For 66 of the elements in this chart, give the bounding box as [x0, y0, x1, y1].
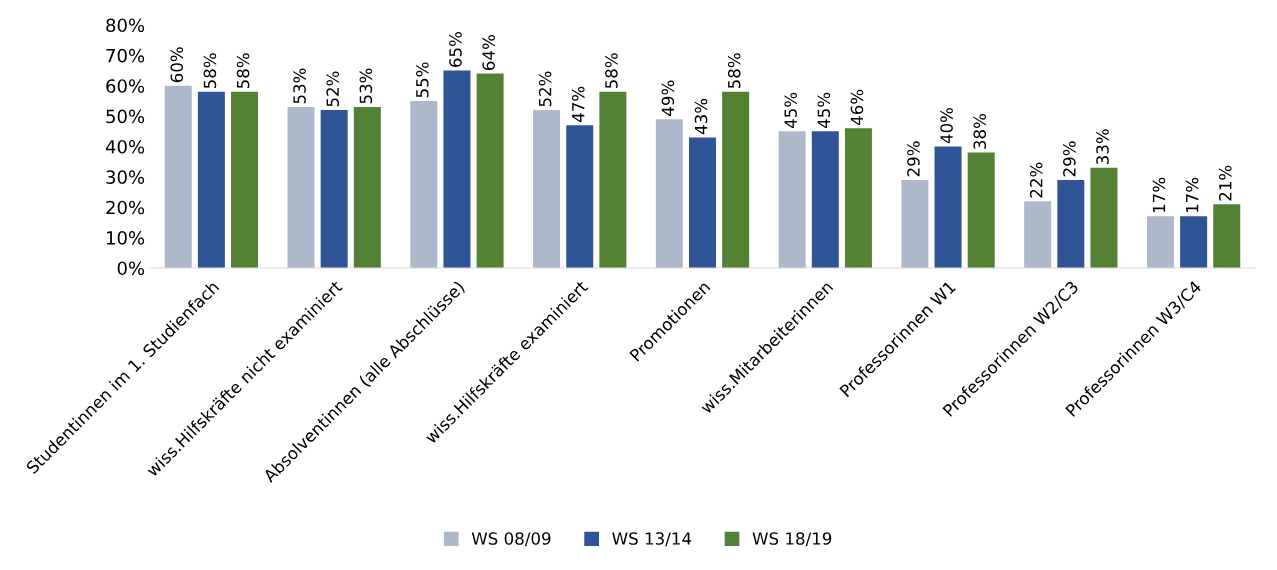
- data-label: 52%: [538, 71, 552, 107]
- bar: [197, 91, 225, 268]
- bar: [901, 179, 929, 268]
- bar: [778, 131, 806, 268]
- bar: [967, 152, 995, 268]
- y-tick-label: 30%: [106, 170, 145, 184]
- data-label: 53%: [293, 68, 306, 104]
- data-label: 22%: [1029, 162, 1043, 198]
- y-tick-label: 70%: [106, 48, 145, 63]
- bar: [476, 73, 504, 268]
- y-tick-label: 60%: [106, 79, 145, 93]
- bar: [1057, 179, 1085, 268]
- bar: [1024, 201, 1052, 268]
- bar: [1090, 167, 1118, 268]
- y-tick-label: 80%: [106, 18, 145, 33]
- data-label: 55%: [416, 62, 429, 98]
- data-label: 17%: [1152, 177, 1166, 213]
- data-label: 58%: [203, 53, 217, 89]
- y-tick-label: 50%: [106, 109, 145, 124]
- data-label: 45%: [817, 92, 831, 129]
- bar: [164, 85, 192, 268]
- y-tick-label: 40%: [105, 139, 145, 154]
- data-label: 29%: [1063, 141, 1076, 177]
- bar: [443, 70, 471, 268]
- data-label: 17%: [1185, 177, 1199, 213]
- bar: [287, 107, 315, 268]
- data-label: 33%: [1096, 129, 1109, 165]
- y-tick-label: 20%: [106, 200, 145, 215]
- data-label: 29%: [907, 141, 920, 177]
- legend-label: WS 13/14: [612, 532, 692, 547]
- data-label: 53%: [359, 68, 373, 104]
- bar: [1180, 216, 1208, 268]
- bar: [599, 91, 627, 268]
- bar: [811, 131, 839, 268]
- bar: [533, 110, 561, 268]
- bar: [844, 128, 872, 268]
- data-label: 58%: [236, 53, 250, 89]
- bar: [353, 107, 381, 268]
- y-tick-label: 10%: [106, 231, 145, 245]
- data-label: 38%: [973, 114, 987, 149]
- bar: [231, 91, 259, 268]
- bar: [688, 137, 717, 268]
- bar: [410, 100, 438, 268]
- bar: [722, 91, 750, 268]
- data-label: 46%: [850, 89, 864, 126]
- data-label: 40%: [940, 107, 953, 144]
- data-label: 43%: [694, 98, 708, 135]
- bar: [934, 146, 962, 268]
- bar: [566, 125, 594, 268]
- legend-label: WS 18/19: [752, 532, 832, 547]
- bar: [1146, 216, 1174, 268]
- y-tick-label: 0%: [117, 261, 145, 276]
- data-label: 49%: [661, 80, 675, 116]
- data-label: 64%: [482, 35, 495, 71]
- bar: [320, 110, 348, 268]
- data-label: 58%: [727, 53, 741, 89]
- bar: [655, 119, 683, 268]
- data-label: 45%: [784, 92, 797, 129]
- data-label: 60%: [170, 47, 184, 83]
- data-label: 58%: [605, 53, 618, 89]
- data-label: 21%: [1218, 165, 1232, 201]
- data-label: 65%: [449, 32, 462, 67]
- data-label: 52%: [326, 71, 339, 107]
- bar: [1213, 204, 1241, 268]
- legend-label: WS 08/09: [471, 532, 551, 547]
- data-label: 47%: [571, 86, 585, 122]
